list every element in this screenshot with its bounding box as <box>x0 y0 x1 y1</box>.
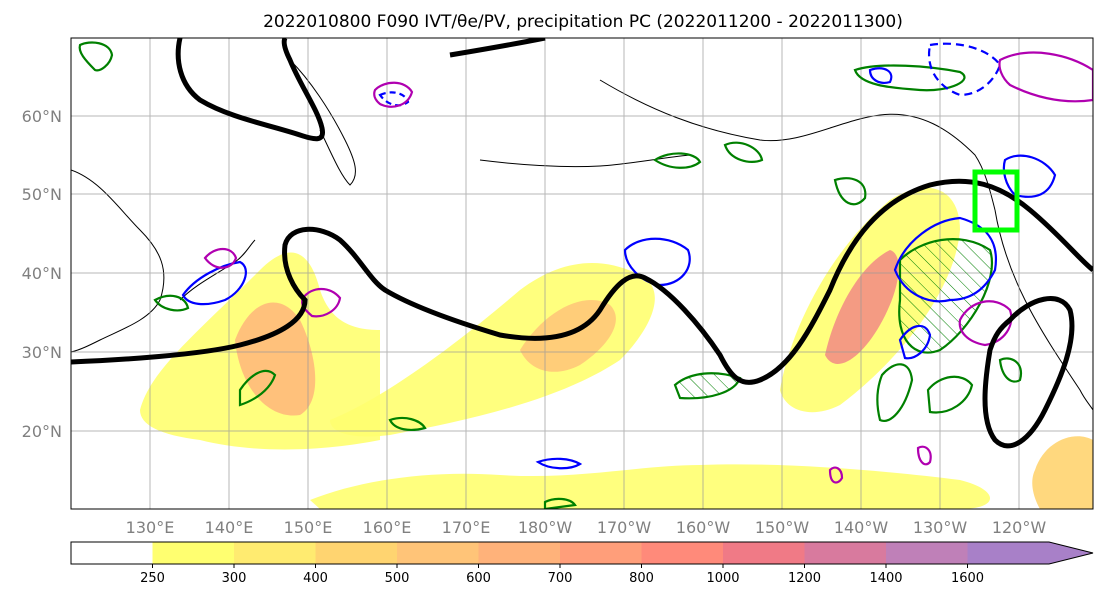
lon-label: 170°W <box>597 518 652 537</box>
precip-contour <box>833 177 867 206</box>
precip-contour <box>998 357 1023 383</box>
colorbar-tick-label: 1200 <box>788 571 821 586</box>
theta-e-contour <box>449 38 546 58</box>
colorbar-segment <box>641 542 724 564</box>
lat-label: 40°N <box>22 264 62 283</box>
colorbar: 250 300 400 500 600 700 800 1000 1200 1400 1600 <box>70 541 1094 586</box>
colorbar-segment <box>967 542 1050 564</box>
ivt-band-south <box>310 464 990 509</box>
colorbar-outline <box>70 541 1094 565</box>
colorbar-tick-label: 700 <box>548 571 573 586</box>
lat-label: 60°N <box>22 107 62 126</box>
precip-contour <box>723 141 764 163</box>
ivt-band-west-core <box>235 302 316 416</box>
lon-label: 150°E <box>284 518 333 537</box>
precip-contour <box>153 294 190 312</box>
precip-contour <box>388 416 427 431</box>
pv-contour <box>916 445 932 466</box>
pv-contour <box>203 247 238 269</box>
colorbar-segment <box>886 542 968 564</box>
pv-contour <box>535 457 583 470</box>
lon-label: 160°E <box>363 518 412 537</box>
theta-e-contour <box>175 38 326 142</box>
lon-label: 140°E <box>205 518 254 537</box>
colorbar-segment <box>315 542 398 564</box>
colorbar-segment <box>723 542 805 564</box>
pv-contour <box>373 81 414 108</box>
colorbar-tick-label: 1600 <box>951 571 984 586</box>
pv-contour <box>998 51 1093 103</box>
longitude-labels: 130°E 140°E 150°E 160°E 170°E 180°W 170°… <box>126 518 1047 537</box>
kamchatka <box>289 59 356 186</box>
colorbar-tick-label: 800 <box>629 571 654 586</box>
map-frame <box>70 37 1094 510</box>
north-america-coast <box>994 209 1093 411</box>
pv-contour <box>927 42 1002 97</box>
colorbar-tick-label: 400 <box>303 571 328 586</box>
precip-contour <box>78 41 114 72</box>
precip-contour <box>653 152 702 169</box>
ivt-band-southeast <box>1032 436 1093 509</box>
figure-title: 2022010800 F090 IVT/θe/PV, precipitation… <box>263 12 903 32</box>
precip-contour <box>876 363 914 423</box>
asia-coast <box>71 169 165 353</box>
lon-label: 130°W <box>913 518 968 537</box>
lon-label: 180°W <box>518 518 573 537</box>
colorbar-segment <box>234 542 316 564</box>
theta-e-contour <box>982 296 1075 449</box>
latitude-labels: 20°N 30°N 40°N 50°N 60°N <box>22 107 62 441</box>
lat-label: 30°N <box>22 343 62 362</box>
precip-contour <box>543 497 577 509</box>
colorbar-tick-label: 500 <box>385 571 410 586</box>
pv-contour <box>181 260 247 306</box>
colorbar-tick-label: 250 <box>140 571 165 586</box>
theta-e-contours <box>71 38 1093 449</box>
precip-contour <box>238 369 277 407</box>
ivt-band-east-core <box>825 250 899 364</box>
lon-label: 130°E <box>126 518 175 537</box>
colorbar-segment <box>804 542 887 564</box>
pv-contour <box>378 91 410 107</box>
colorbar-segment <box>560 542 642 564</box>
aleutians <box>479 154 691 168</box>
colorbar-segment <box>397 542 479 564</box>
colorbar-tick-label: 1400 <box>869 571 902 586</box>
lon-label: 150°W <box>755 518 810 537</box>
pv-contour <box>958 300 1013 347</box>
ivt-shading <box>140 187 1093 509</box>
colorbar-segment <box>152 542 235 564</box>
precip-contour <box>926 375 974 414</box>
colorbar-segment <box>478 542 561 564</box>
colorbar-segment <box>71 542 153 564</box>
pv-contour <box>898 324 932 360</box>
pv-contour <box>1002 154 1057 198</box>
lat-label: 50°N <box>22 185 62 204</box>
lon-label: 170°E <box>442 518 491 537</box>
pv-contour <box>868 67 893 84</box>
colorbar-tick-label: 600 <box>466 571 491 586</box>
pv-contour <box>893 216 998 303</box>
lat-label: 20°N <box>22 422 62 441</box>
pv-contour <box>828 466 844 484</box>
pv-positive-contours <box>181 42 1057 470</box>
coastlines <box>71 59 1093 411</box>
lon-label: 160°W <box>676 518 731 537</box>
colorbar-tick-label: 300 <box>222 571 247 586</box>
precip-pc-contours <box>78 41 1023 509</box>
lon-label: 140°W <box>834 518 889 537</box>
lon-label: 120°W <box>992 518 1047 537</box>
alaska-coast <box>599 79 996 211</box>
highlight-box <box>972 169 1020 233</box>
pv-contour <box>623 237 691 287</box>
theta-e-contour <box>71 178 1093 385</box>
map-panel <box>70 37 1094 510</box>
colorbar-tick-label: 1000 <box>706 571 739 586</box>
colorbar-extend-arrow <box>1049 542 1093 564</box>
precip-contour <box>853 64 966 92</box>
